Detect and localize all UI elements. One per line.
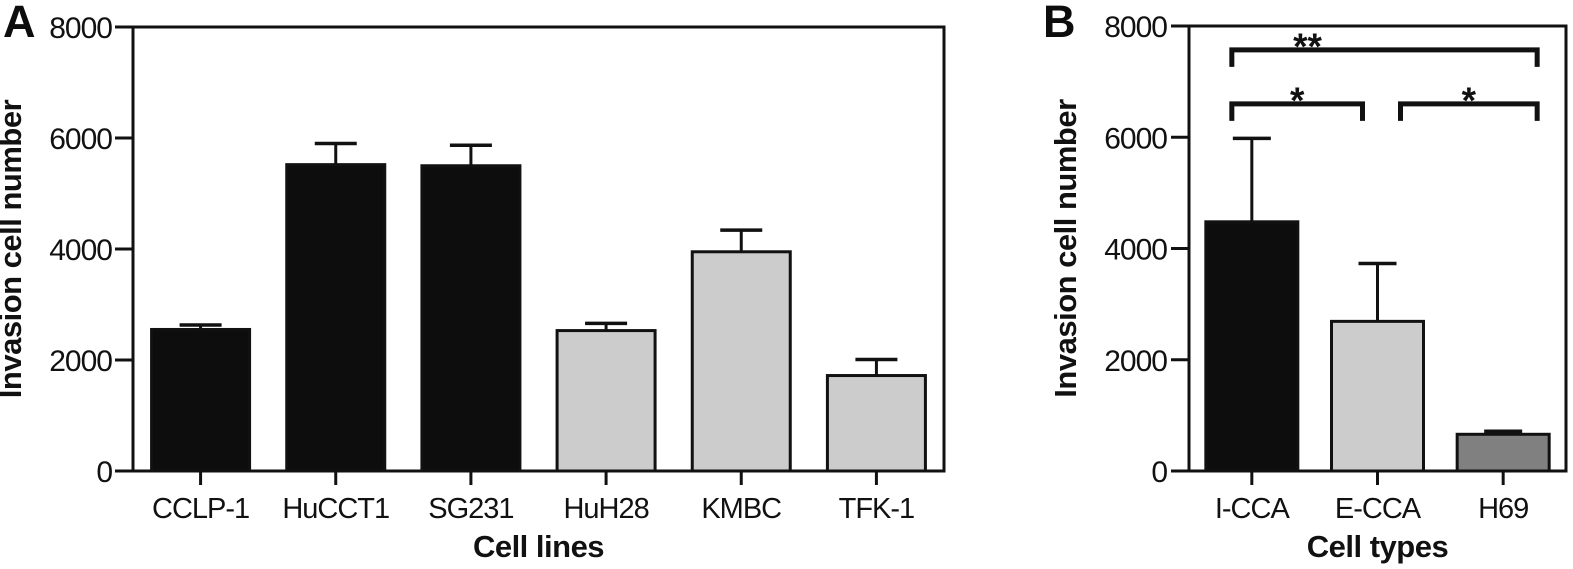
x-axis-label: Cell lines xyxy=(473,529,604,564)
y-axis-label: Invasion cell number xyxy=(0,99,28,398)
x-axis-label: Cell types xyxy=(1307,529,1448,564)
y-tick-label-6000: 6000 xyxy=(49,123,112,156)
y-tick-label-2000: 2000 xyxy=(49,345,112,378)
panel-a-letter: A xyxy=(3,0,35,47)
bar-I-CCA xyxy=(1204,220,1300,473)
y-tick-label-0: 0 xyxy=(96,456,112,489)
category-label-H69: H69 xyxy=(1478,493,1528,525)
bar-H69 xyxy=(1455,432,1551,473)
category-label-HuCCT1: HuCCT1 xyxy=(282,493,389,525)
category-label-I-CCA: I-CCA xyxy=(1215,493,1291,525)
bar-TFK-1 xyxy=(825,374,927,473)
significance-label-3: * xyxy=(1462,80,1477,121)
y-tick-label-0: 0 xyxy=(1151,456,1167,489)
significance-bracket-2 xyxy=(1229,101,1365,121)
category-label-CCLP-1: CCLP-1 xyxy=(152,493,249,525)
y-tick-label-4000: 4000 xyxy=(1104,234,1167,267)
bar-SG231 xyxy=(420,164,522,473)
category-label-KMBC: KMBC xyxy=(701,493,781,525)
bar-HuH28 xyxy=(555,329,657,473)
panel-b-letter: B xyxy=(1043,0,1075,47)
bar-chart-cell-lines: CCLP-1 HuCCT1 SG231 HuH28 KMBC TFK-1 0 2000 4000… xyxy=(0,12,946,564)
significance-label-1: ** xyxy=(1293,26,1322,67)
y-tick-label-8000: 8000 xyxy=(49,12,112,45)
panel-a: A CCLP-1 HuCCT1 SG231 HuH28 KMBC TFK-1 0 2000 40… xyxy=(0,0,946,564)
y-tick-label-2000: 2000 xyxy=(1104,345,1167,378)
significance-bracket-1 xyxy=(1229,47,1540,67)
panel-b: B I-CCA E-CCA H69 ** * * 0 2000 4000 6000 8000 Inva… xyxy=(985,0,1573,569)
bar-HuCCT1 xyxy=(285,163,387,473)
bar-E-CCA xyxy=(1330,319,1425,473)
category-label-SG231: SG231 xyxy=(428,493,513,525)
category-label-HuH28: HuH28 xyxy=(563,493,648,525)
category-label-E-CCA: E-CCA xyxy=(1335,493,1422,525)
y-tick-label-4000: 4000 xyxy=(49,234,112,267)
y-axis-label: Invasion cell number xyxy=(1048,99,1083,398)
category-label-TFK-1: TFK-1 xyxy=(839,493,915,525)
significance-label-2: * xyxy=(1290,80,1305,121)
y-tick-label-8000: 8000 xyxy=(1104,11,1167,44)
bar-KMBC xyxy=(690,250,792,473)
significance-bracket-3 xyxy=(1398,101,1540,121)
bar-chart-cell-types: I-CCA E-CCA H69*** *02000400060008000Invasi… xyxy=(1048,11,1568,564)
bar-CCLP-1 xyxy=(150,327,252,473)
plot-frame xyxy=(131,25,946,473)
y-tick-label-6000: 6000 xyxy=(1104,122,1167,155)
